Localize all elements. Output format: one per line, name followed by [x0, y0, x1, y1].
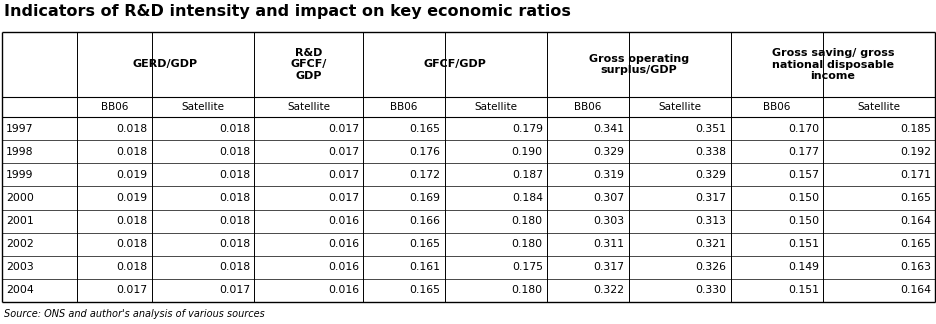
Text: 0.018: 0.018	[117, 216, 148, 226]
Text: 0.164: 0.164	[899, 216, 930, 226]
Text: Gross operating
surplus/GDP: Gross operating surplus/GDP	[588, 54, 688, 75]
Text: 0.017: 0.017	[328, 193, 358, 203]
Text: BB06: BB06	[763, 102, 790, 112]
Text: 0.016: 0.016	[328, 216, 358, 226]
Text: 0.018: 0.018	[219, 239, 250, 249]
Text: 0.169: 0.169	[409, 193, 440, 203]
Text: 0.165: 0.165	[409, 239, 440, 249]
Text: 2001: 2001	[6, 216, 34, 226]
Text: 0.018: 0.018	[117, 147, 148, 157]
Text: Indicators of R&D intensity and impact on key economic ratios: Indicators of R&D intensity and impact o…	[4, 4, 570, 19]
Text: 0.164: 0.164	[899, 285, 930, 295]
Text: 1999: 1999	[6, 170, 34, 180]
Text: 0.326: 0.326	[695, 262, 726, 272]
Text: 0.018: 0.018	[219, 193, 250, 203]
Text: GFCF/GDP: GFCF/GDP	[423, 60, 486, 70]
Text: 0.171: 0.171	[899, 170, 930, 180]
Text: 0.322: 0.322	[592, 285, 624, 295]
Text: 0.185: 0.185	[899, 123, 930, 133]
Text: 0.351: 0.351	[695, 123, 726, 133]
Text: 0.177: 0.177	[787, 147, 818, 157]
Text: 0.018: 0.018	[219, 147, 250, 157]
Text: 0.018: 0.018	[117, 123, 148, 133]
Text: 0.161: 0.161	[409, 262, 440, 272]
Text: 0.157: 0.157	[787, 170, 818, 180]
Text: 0.151: 0.151	[787, 285, 818, 295]
Text: 0.165: 0.165	[899, 193, 930, 203]
Text: 0.303: 0.303	[592, 216, 624, 226]
Text: R&D
GFCF/
GDP: R&D GFCF/ GDP	[290, 48, 327, 81]
Text: BB06: BB06	[389, 102, 417, 112]
Text: 0.311: 0.311	[592, 239, 624, 249]
Text: 0.338: 0.338	[695, 147, 726, 157]
Text: 0.330: 0.330	[695, 285, 726, 295]
Text: 0.313: 0.313	[695, 216, 726, 226]
Text: Satellite: Satellite	[474, 102, 517, 112]
Text: BB06: BB06	[100, 102, 128, 112]
Text: Satellite: Satellite	[657, 102, 700, 112]
Text: 0.165: 0.165	[409, 123, 440, 133]
Text: 0.150: 0.150	[787, 216, 818, 226]
Text: 0.165: 0.165	[409, 285, 440, 295]
Text: 0.151: 0.151	[787, 239, 818, 249]
Text: 2002: 2002	[6, 239, 34, 249]
Text: 0.016: 0.016	[328, 239, 358, 249]
Text: BB06: BB06	[574, 102, 601, 112]
Text: 0.170: 0.170	[787, 123, 818, 133]
Text: 0.018: 0.018	[219, 216, 250, 226]
Text: 0.321: 0.321	[695, 239, 726, 249]
Text: 0.017: 0.017	[328, 170, 358, 180]
Text: Source: ONS and author's analysis of various sources: Source: ONS and author's analysis of var…	[4, 309, 265, 319]
Text: 0.190: 0.190	[511, 147, 542, 157]
Text: 0.150: 0.150	[787, 193, 818, 203]
Text: 0.319: 0.319	[592, 170, 624, 180]
Text: 0.018: 0.018	[219, 170, 250, 180]
Text: 0.018: 0.018	[117, 262, 148, 272]
Text: 0.017: 0.017	[117, 285, 148, 295]
Text: 0.016: 0.016	[328, 285, 358, 295]
Text: 0.163: 0.163	[899, 262, 930, 272]
Text: 0.017: 0.017	[328, 147, 358, 157]
Text: GERD/GDP: GERD/GDP	[133, 60, 197, 70]
Text: 1997: 1997	[6, 123, 34, 133]
Text: Satellite: Satellite	[856, 102, 899, 112]
Text: 2004: 2004	[6, 285, 34, 295]
Text: 0.175: 0.175	[511, 262, 542, 272]
Text: 0.018: 0.018	[117, 239, 148, 249]
Text: 0.317: 0.317	[695, 193, 726, 203]
Text: 2000: 2000	[6, 193, 34, 203]
Text: 2003: 2003	[6, 262, 34, 272]
Text: 0.016: 0.016	[328, 262, 358, 272]
Text: 0.180: 0.180	[511, 285, 542, 295]
Text: 0.192: 0.192	[899, 147, 930, 157]
Text: 0.329: 0.329	[695, 170, 726, 180]
Text: 0.172: 0.172	[409, 170, 440, 180]
Text: 0.018: 0.018	[219, 262, 250, 272]
Text: 0.149: 0.149	[787, 262, 818, 272]
Text: 0.317: 0.317	[592, 262, 624, 272]
Text: 0.184: 0.184	[511, 193, 542, 203]
Text: 0.180: 0.180	[511, 239, 542, 249]
Text: 0.329: 0.329	[592, 147, 624, 157]
Text: 0.019: 0.019	[117, 170, 148, 180]
Text: 0.166: 0.166	[409, 216, 440, 226]
Text: 0.017: 0.017	[219, 285, 250, 295]
Text: 0.017: 0.017	[328, 123, 358, 133]
Text: 0.341: 0.341	[592, 123, 624, 133]
Text: 0.018: 0.018	[219, 123, 250, 133]
Text: 0.180: 0.180	[511, 216, 542, 226]
Text: 0.187: 0.187	[511, 170, 542, 180]
Text: 0.165: 0.165	[899, 239, 930, 249]
Text: 0.307: 0.307	[592, 193, 624, 203]
Text: Gross saving/ gross
national disposable
income: Gross saving/ gross national disposable …	[770, 48, 893, 81]
Text: 0.019: 0.019	[117, 193, 148, 203]
Text: 1998: 1998	[6, 147, 34, 157]
Text: 0.176: 0.176	[409, 147, 440, 157]
Text: 0.179: 0.179	[511, 123, 542, 133]
Text: Satellite: Satellite	[286, 102, 329, 112]
Text: Satellite: Satellite	[182, 102, 224, 112]
